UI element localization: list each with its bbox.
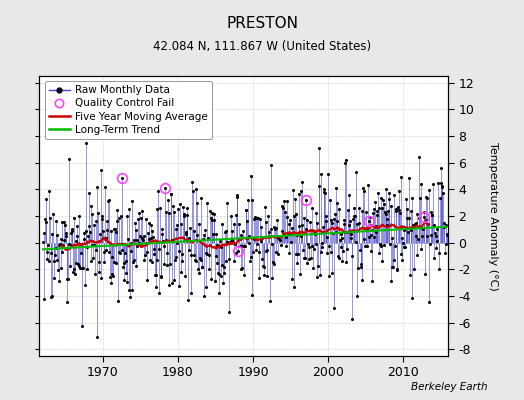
Y-axis label: Temperature Anomaly (°C): Temperature Anomaly (°C): [488, 142, 498, 290]
Text: Berkeley Earth: Berkeley Earth: [411, 382, 487, 392]
Legend: Raw Monthly Data, Quality Control Fail, Five Year Moving Average, Long-Term Tren: Raw Monthly Data, Quality Control Fail, …: [45, 81, 212, 139]
Text: PRESTON: PRESTON: [226, 16, 298, 31]
Text: 42.084 N, 111.867 W (United States): 42.084 N, 111.867 W (United States): [153, 40, 371, 53]
